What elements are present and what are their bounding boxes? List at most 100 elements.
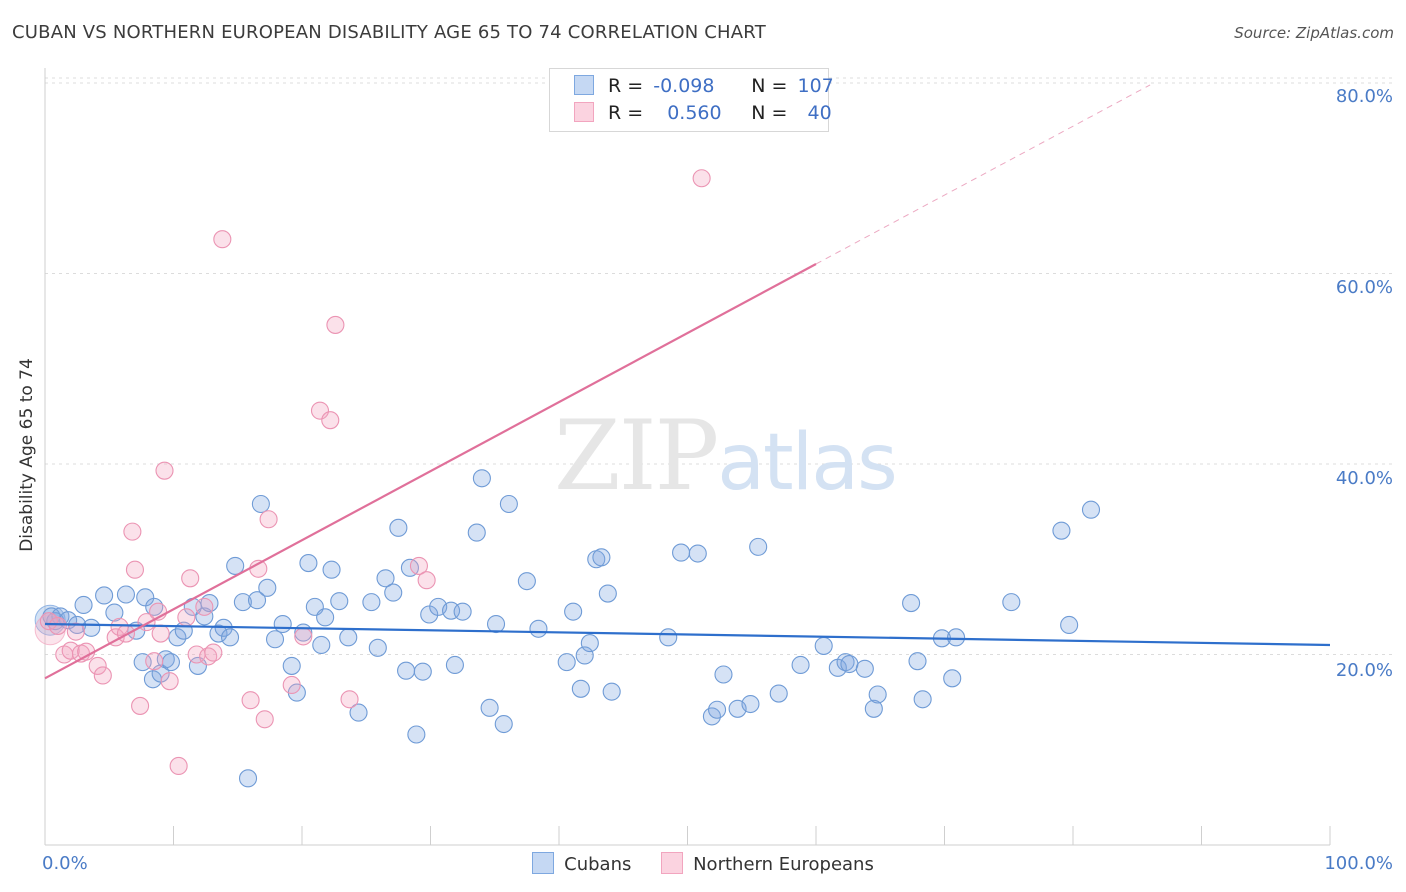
cubans-point-34 <box>273 614 292 634</box>
northern-trend-line <box>44 263 817 680</box>
northern-point-0 <box>39 612 58 631</box>
cubans-point-17 <box>161 653 180 672</box>
cubans-point-8 <box>105 603 124 622</box>
cubans-point-75 <box>598 584 617 603</box>
cubans-point-45 <box>349 703 368 722</box>
northern-point-32 <box>259 510 278 529</box>
cubans-point-104 <box>1081 500 1101 519</box>
cubans-point-70 <box>571 679 590 698</box>
cubans-point-51 <box>397 661 416 680</box>
legend-row-northern: R = 0.560 N = 40 <box>574 102 832 126</box>
cubans-point-78 <box>672 543 691 562</box>
legend-row-cubans: R = -0.098 N = 107 <box>574 75 834 99</box>
cubans-point-68 <box>557 653 576 672</box>
cubans-point-84 <box>741 694 760 714</box>
cubans-point-46 <box>362 593 381 612</box>
cubans-trend-line <box>44 622 1331 647</box>
cubans-point-1 <box>46 612 65 631</box>
x-tick-label-0: 0.0% <box>42 853 88 874</box>
cubans-point-66 <box>517 572 536 591</box>
northern-point-10 <box>110 617 129 636</box>
watermark: ZIPatlas <box>554 400 898 512</box>
cubans-point-60 <box>467 523 486 542</box>
cubans-point-33 <box>265 630 285 649</box>
northern-point-18 <box>151 624 170 643</box>
cubans-point-99 <box>943 669 962 688</box>
cubans-point-27 <box>226 556 245 575</box>
northern-point-1 <box>48 616 67 635</box>
northern-point-3 <box>61 641 80 660</box>
legend-northern-label: Northern Europeans <box>693 854 874 875</box>
northern-point-38 <box>340 690 359 709</box>
cubans-point-9 <box>116 585 136 604</box>
cubans-point-30 <box>247 591 267 610</box>
northern-point-25 <box>195 597 214 616</box>
cubans-point-92 <box>855 659 874 678</box>
cubans-point-94 <box>868 685 887 704</box>
cubans-point-52 <box>400 558 419 577</box>
cubans-point-79 <box>688 544 707 563</box>
northern-point-12 <box>123 522 142 541</box>
cubans-point-101 <box>1002 593 1021 612</box>
cubans-point-88 <box>814 636 833 655</box>
northern-point-36 <box>321 411 340 430</box>
cubans-point-49 <box>384 583 403 602</box>
cubans-point-16 <box>156 650 175 669</box>
watermark-atlas: atlas <box>717 418 897 508</box>
northern-point-16 <box>145 652 164 671</box>
cubans-point-91 <box>840 654 859 674</box>
northern-point-7 <box>88 656 107 675</box>
cubans-point-24 <box>209 624 228 643</box>
cubans-point-74 <box>592 548 611 567</box>
cubans-point-7 <box>95 586 114 605</box>
northern-point-19 <box>155 461 174 480</box>
cubans-point-59 <box>453 602 472 621</box>
northern-point-27 <box>204 643 223 662</box>
cubans-point-43 <box>330 592 349 611</box>
series-legend: Cubans Northern Europeans <box>0 852 1406 875</box>
cubans-point-102 <box>1052 521 1071 540</box>
cubans-point-72 <box>580 634 599 653</box>
cubans-point-42 <box>322 560 341 579</box>
cubans-point-103 <box>1060 615 1079 635</box>
watermark-zip: ZIP <box>554 400 719 512</box>
legend-item-northern: Northern Europeans <box>661 852 874 875</box>
cubans-point-47 <box>368 638 387 657</box>
cubans-point-62 <box>480 698 499 717</box>
y-tick-label-40: 40.0% <box>1335 468 1393 489</box>
cubans-point-5 <box>74 595 93 615</box>
northern-point-8 <box>93 666 112 685</box>
legend-item-cubans: Cubans <box>532 852 631 875</box>
cubans-point-69 <box>564 602 583 621</box>
northern-point-23 <box>181 569 200 588</box>
legend-r-label-2: R = <box>608 102 644 124</box>
cubans-point-76 <box>602 682 621 701</box>
northern-swatch <box>574 102 594 122</box>
cubans-point-28 <box>233 593 252 612</box>
cubans-point-82 <box>714 665 733 684</box>
legend-cubans-swatch <box>532 852 555 874</box>
cubans-point-38 <box>299 554 318 573</box>
cubans-point-6 <box>82 618 101 637</box>
cubans-point-81 <box>708 700 727 719</box>
cubans-point-41 <box>316 608 335 627</box>
cubans-point-85 <box>749 537 768 556</box>
cubans-point-35 <box>282 656 301 675</box>
northern-point-11 <box>116 624 136 643</box>
legend-n-label-2: N = <box>751 102 788 124</box>
cubans-r-value: -0.098 <box>653 75 715 97</box>
northern-point-31 <box>255 710 274 729</box>
cubans-point-22 <box>195 607 214 626</box>
cubans-point-13 <box>136 588 155 607</box>
cubans-point-32 <box>258 578 277 597</box>
northern-point-39 <box>409 556 428 575</box>
northern-point-33 <box>282 675 301 695</box>
cubans-point-65 <box>499 494 518 514</box>
northern-point-14 <box>131 696 150 715</box>
legend-cubans-label: Cubans <box>564 854 632 875</box>
northern-point-37 <box>326 315 345 334</box>
cubans-point-26 <box>220 628 240 647</box>
cubans-point-50 <box>389 518 408 537</box>
cubans-point-97 <box>913 690 932 709</box>
